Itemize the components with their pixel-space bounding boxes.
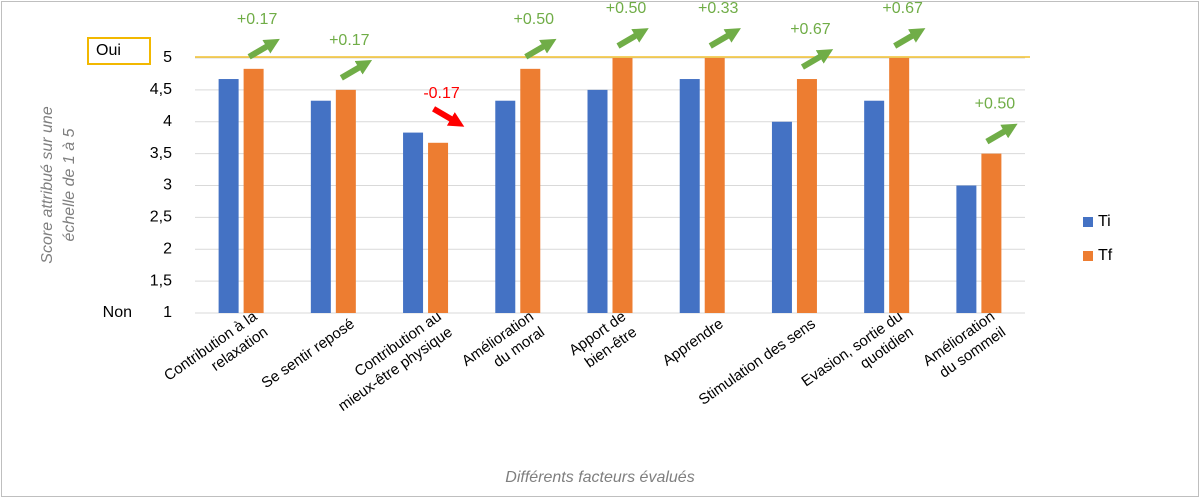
x-tick-label: Apprendre — [659, 315, 726, 369]
bar — [218, 79, 239, 313]
change-label: +0.50 — [606, 0, 647, 17]
bar — [981, 153, 1002, 313]
change-arrow — [524, 38, 557, 60]
y-tick-label: 3,5 — [150, 145, 172, 162]
change-label: +0.17 — [329, 32, 370, 49]
y-high-label: Oui — [96, 42, 121, 59]
change-label: +0.17 — [237, 11, 278, 28]
change-label: +0.67 — [790, 21, 831, 38]
y-tick-label: 2,5 — [150, 209, 172, 226]
bar — [428, 142, 449, 313]
change-arrow — [800, 49, 834, 70]
bar — [335, 89, 356, 313]
y-tick-label: 2 — [163, 240, 172, 257]
x-tick-label: Améliorationdu moral — [459, 308, 548, 385]
change-label: -0.17 — [423, 85, 460, 102]
x-tick-label-line: Se sentir reposé — [258, 315, 357, 392]
y-tick-label: 4 — [163, 113, 172, 130]
bar — [956, 185, 977, 313]
change-label: +0.67 — [882, 0, 923, 17]
bar — [679, 79, 700, 313]
legend-label: Ti — [1098, 213, 1111, 230]
change-arrow — [432, 106, 465, 127]
bar — [310, 100, 331, 314]
bar — [889, 58, 910, 313]
y-tick-label: 3 — [163, 177, 172, 194]
bar — [520, 68, 541, 314]
legend-swatch — [1083, 217, 1093, 227]
legend-label: Tf — [1098, 247, 1113, 264]
y-axis-title: échelle de 1 à 5 — [61, 128, 78, 241]
y-tick-label: 1,5 — [150, 272, 172, 289]
bar — [243, 68, 264, 314]
x-tick-label-line: Apprendre — [659, 315, 726, 369]
bar — [403, 132, 424, 313]
x-tick-label: Améliorationdu sommeil — [920, 308, 1009, 385]
change-arrow — [985, 123, 1018, 145]
y-low-label: Non — [103, 304, 132, 321]
change-arrow — [616, 28, 649, 49]
change-label: +0.50 — [975, 96, 1016, 113]
change-label: +0.33 — [698, 0, 739, 17]
x-tick-label: Evasion, sortie duquotidien — [798, 308, 916, 406]
y-tick-label: 4,5 — [150, 81, 172, 98]
y-high-box — [87, 37, 151, 65]
bar — [864, 100, 885, 314]
y-axis-title: Score attribué sur une — [39, 106, 56, 264]
change-arrow — [247, 38, 280, 60]
x-tick-label: Contribution à larelaxation — [161, 308, 272, 401]
bar — [771, 121, 792, 313]
change-arrow — [708, 28, 741, 49]
legend-swatch — [1083, 251, 1093, 261]
bar — [612, 58, 633, 313]
bar — [495, 100, 516, 314]
bar — [796, 79, 817, 313]
y-tick-label: 1 — [163, 304, 172, 321]
bar — [704, 58, 725, 313]
x-tick-label: Se sentir reposé — [258, 315, 357, 392]
bar — [587, 89, 608, 313]
change-label: +0.50 — [514, 11, 555, 28]
x-tick-label: Apport debien-être — [566, 308, 640, 375]
change-arrow — [339, 59, 373, 81]
y-tick-label: 5 — [163, 49, 172, 66]
x-axis-title: Différents facteurs évalués — [505, 469, 694, 486]
change-arrow — [893, 28, 926, 49]
